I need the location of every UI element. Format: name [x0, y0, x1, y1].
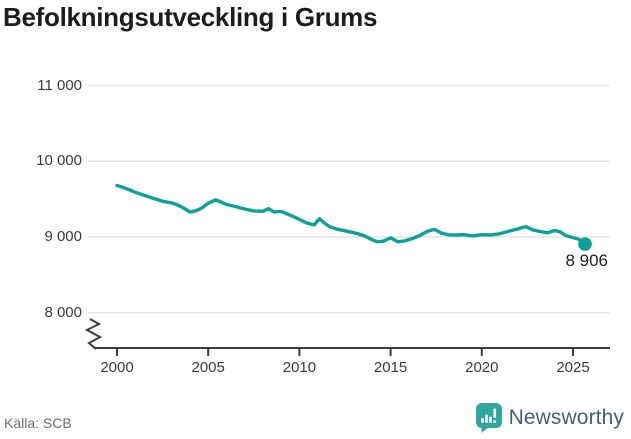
- end-point-dot: [578, 237, 592, 251]
- x-tick-label: 2010: [282, 359, 317, 376]
- y-tick-label: 11 000: [37, 76, 82, 94]
- chart-title: Befolkningsutveckling i Grums: [3, 2, 378, 32]
- x-tick-label: 2005: [191, 359, 225, 376]
- y-tick-label: 10 000: [36, 152, 82, 170]
- source-label: Källa: SCB: [4, 415, 72, 431]
- newsworthy-bar-chart-icon: [475, 403, 502, 433]
- population-line: [115, 183, 587, 246]
- x-tick-label: 2025: [556, 359, 590, 376]
- x-tick-label: 2000: [100, 359, 134, 376]
- x-tick-label: 2015: [373, 359, 408, 376]
- newsworthy-logo: Newsworthy: [475, 403, 624, 433]
- newsworthy-wordmark: Newsworthy: [508, 406, 624, 429]
- y-tick-label: 9 000: [44, 228, 82, 245]
- end-value-label: 8 906: [565, 251, 608, 270]
- axis-break-zigzag: [84, 318, 103, 350]
- y-tick-label: 8 000: [44, 303, 82, 321]
- x-tick-label: 2020: [465, 359, 499, 376]
- plot-area: [84, 84, 610, 356]
